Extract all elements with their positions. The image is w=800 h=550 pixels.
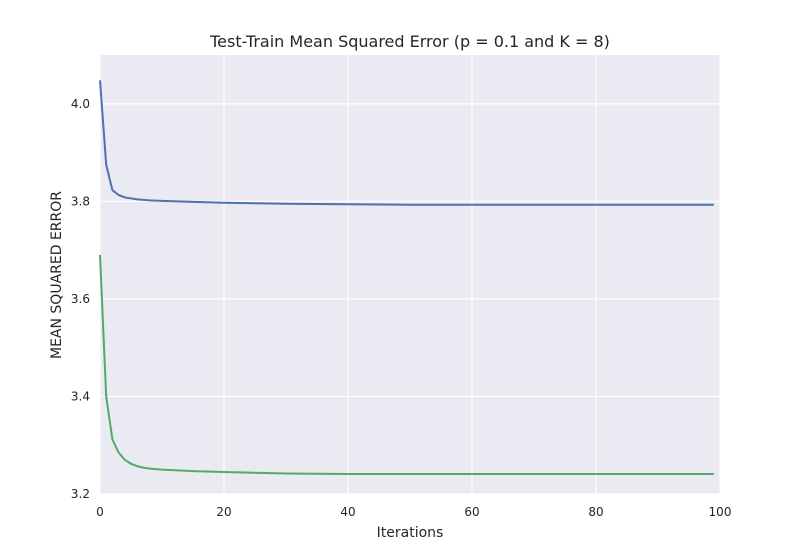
x-tick-label: 40 bbox=[340, 505, 355, 519]
x-tick-labels: 0 20 40 60 80 100 bbox=[96, 505, 731, 519]
x-tick-label: 100 bbox=[709, 505, 732, 519]
plot-area bbox=[100, 55, 720, 494]
x-tick-label: 0 bbox=[96, 505, 104, 519]
chart-title: Test-Train Mean Squared Error (p = 0.1 a… bbox=[209, 32, 610, 51]
y-tick-label: 3.2 bbox=[71, 487, 90, 501]
x-axis-label: Iterations bbox=[377, 525, 444, 541]
y-tick-label: 3.4 bbox=[71, 389, 90, 403]
x-tick-label: 60 bbox=[464, 505, 479, 519]
y-tick-label: 3.6 bbox=[71, 292, 90, 306]
grid-lines bbox=[99, 55, 721, 495]
series-line-0 bbox=[99, 80, 714, 206]
y-tick-label: 4.0 bbox=[71, 97, 90, 111]
y-tick-labels: 3.2 3.4 3.6 3.8 4.0 bbox=[71, 97, 90, 501]
x-tick-label: 80 bbox=[588, 505, 603, 519]
y-tick-label: 3.8 bbox=[71, 194, 90, 208]
series-line-1 bbox=[99, 254, 714, 475]
series-lines bbox=[99, 80, 714, 475]
y-axis-label: MEAN SQUARED ERROR bbox=[49, 191, 65, 359]
x-tick-label: 20 bbox=[216, 505, 231, 519]
